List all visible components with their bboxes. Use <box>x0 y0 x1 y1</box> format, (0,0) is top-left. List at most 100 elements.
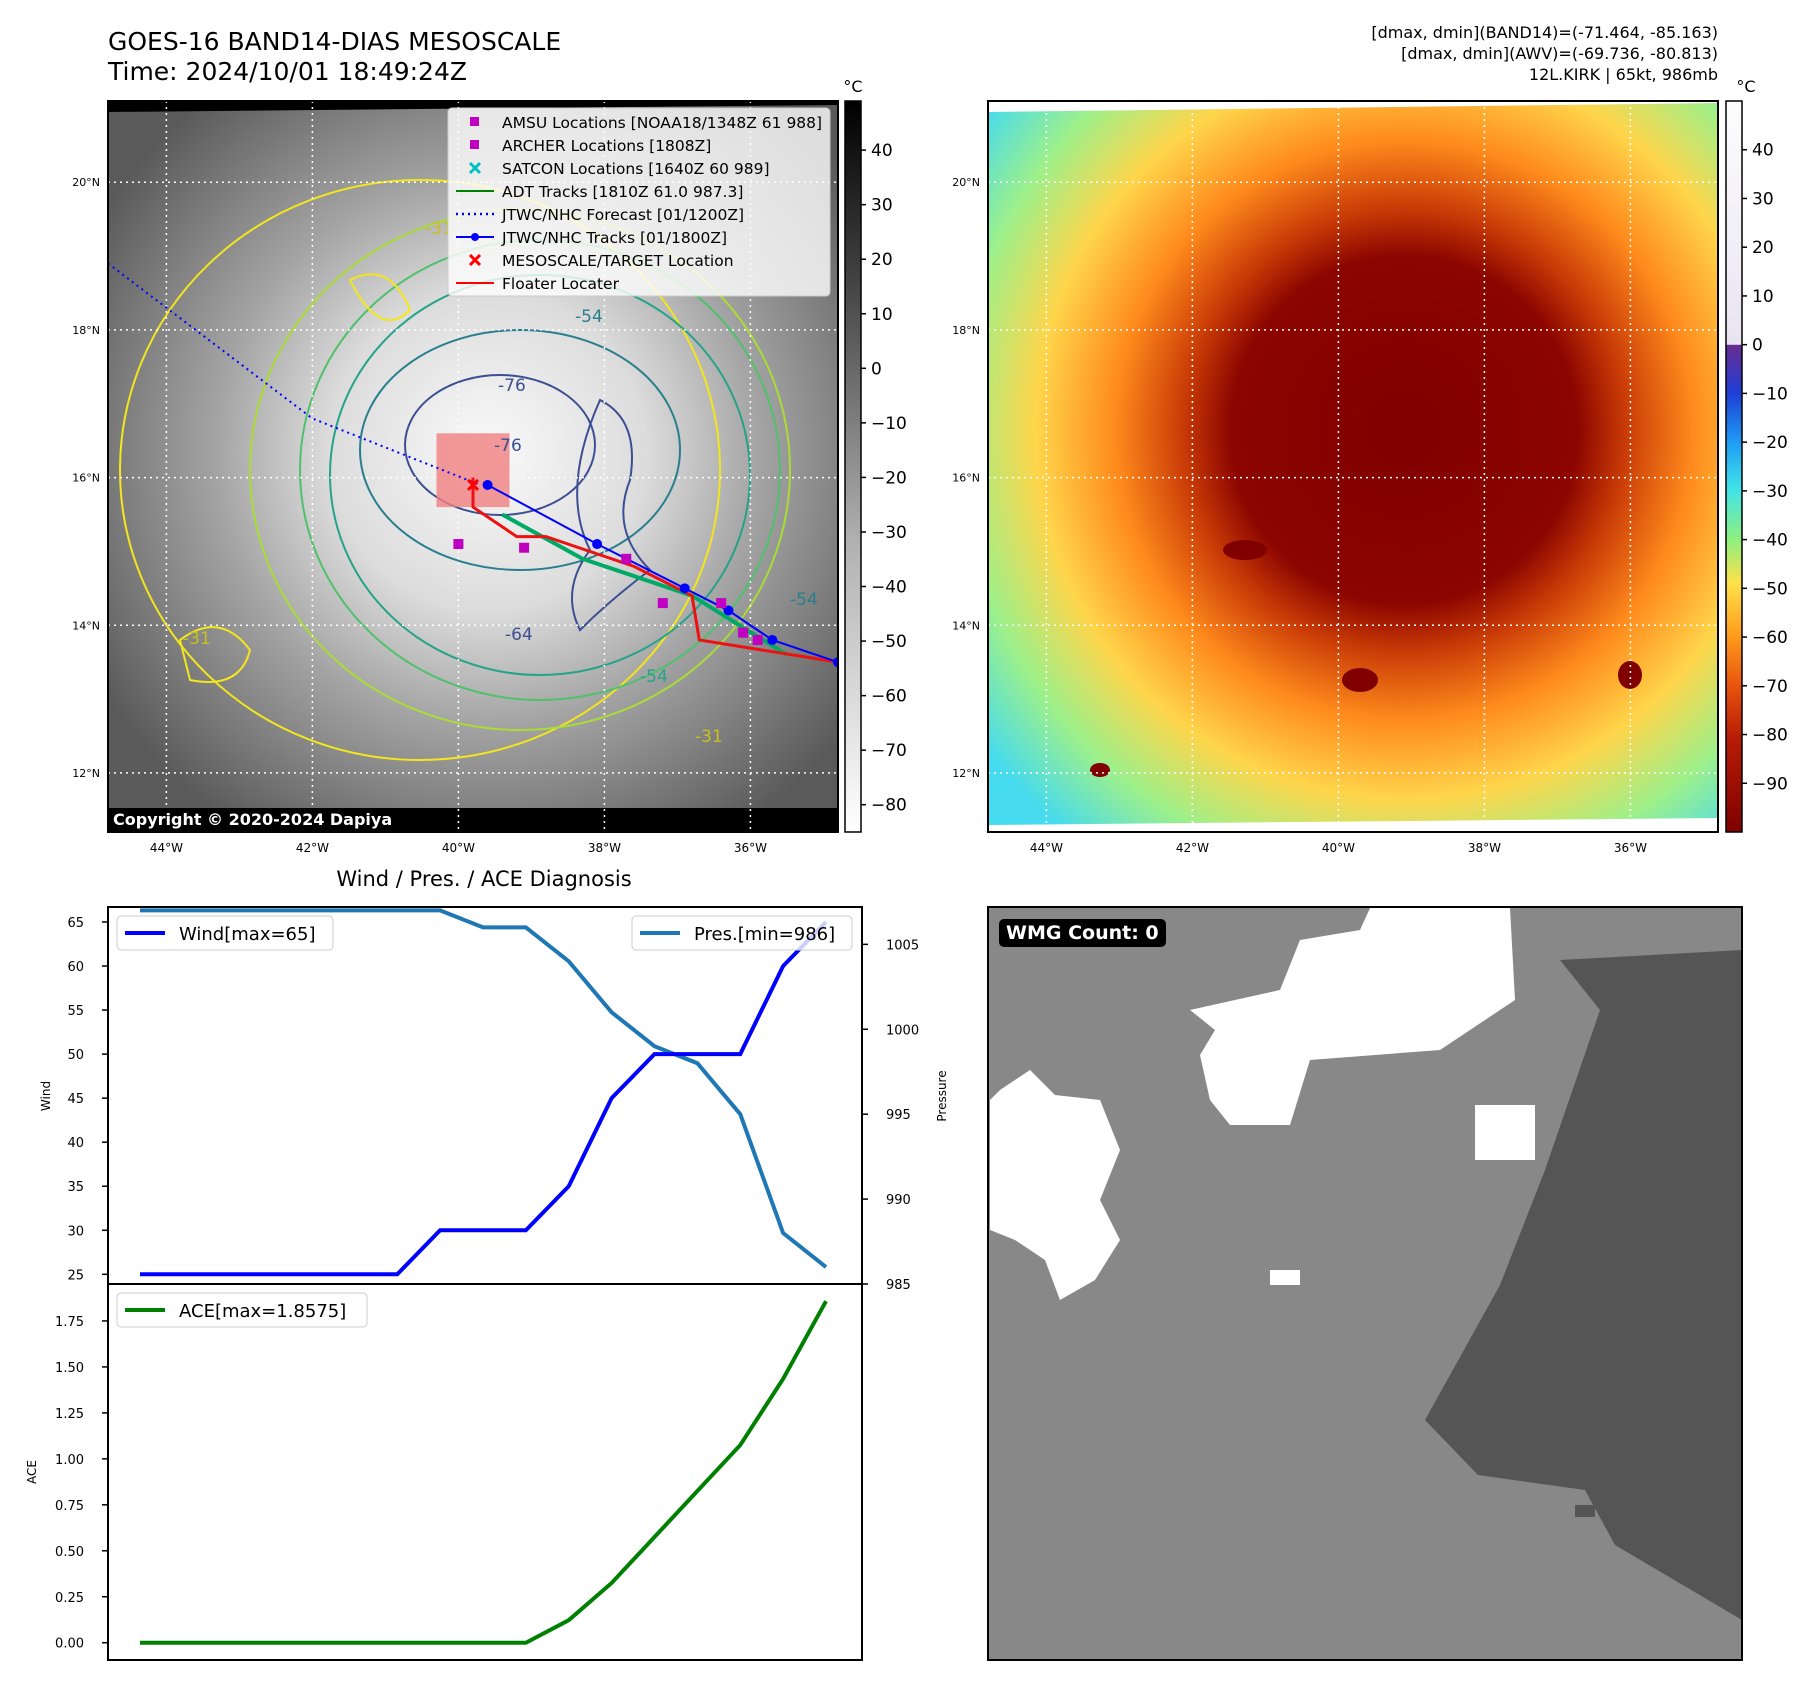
wind-tick-label: 60 <box>67 960 84 975</box>
awv-map-frame <box>987 100 1719 833</box>
colorbar-tick-label: −50 <box>871 632 907 652</box>
colorbar-tick-label: 0 <box>871 359 882 379</box>
contour-label: -31 <box>425 219 453 239</box>
awv-lon-label: 38°W <box>1468 841 1501 855</box>
amsu-location <box>453 539 464 550</box>
ir-lon-label: 40°W <box>442 841 475 855</box>
wind-tick-label: 30 <box>67 1224 84 1239</box>
ace-tick-label: 1.50 <box>55 1361 84 1376</box>
legend-label: ADT Tracks [1810Z 61.0 987.3] <box>502 183 743 201</box>
colorbar-tick-label: 10 <box>871 305 893 325</box>
colorbar-tick-label: 20 <box>1752 238 1774 258</box>
jtwc-track-point <box>767 635 778 646</box>
contour-label: -54 <box>790 590 818 610</box>
colorbar-band14 <box>844 100 862 833</box>
contour-label: -31 <box>183 629 211 649</box>
figure-title: GOES-16 BAND14-DIAS MESOSCALE <box>108 27 561 56</box>
pressure-legend-label: Pres.[min=986] <box>694 924 835 945</box>
wind-tick-label: 25 <box>67 1268 84 1283</box>
awv-lat-label: 20°N <box>952 176 980 189</box>
ace-legend: ACE[max=1.8575] <box>116 1292 368 1328</box>
ir-lat-label: 14°N <box>72 619 100 632</box>
legend-marker <box>468 161 482 175</box>
colorbar-awv <box>1725 100 1743 833</box>
legend-marker <box>471 233 479 241</box>
ace-tick-label: 0.50 <box>55 1545 84 1560</box>
colorbar-tick-label: −20 <box>871 468 907 488</box>
awv-lon-label: 40°W <box>1322 841 1355 855</box>
ir-lon-label: 44°W <box>150 841 183 855</box>
wind-tick-label: 45 <box>67 1092 84 1107</box>
stat-band14: [dmax, dmin](BAND14)=(-71.464, -85.163) <box>1371 23 1718 42</box>
contour-label: -64 <box>505 625 533 645</box>
colorbar-tick-label: −60 <box>871 687 907 707</box>
ace-tick-label: 0.25 <box>55 1591 84 1606</box>
ace-tick-label: 1.00 <box>55 1453 84 1468</box>
jtwc-track-point <box>833 657 838 668</box>
wind-tick-label: 65 <box>67 916 84 931</box>
awv-lon-label: 36°W <box>1614 841 1647 855</box>
legend-label: JTWC/NHC Forecast [01/1200Z] <box>501 206 744 224</box>
wind-tick-label: 50 <box>67 1048 84 1063</box>
ir-lat-label: 12°N <box>72 767 100 780</box>
contour-label: -54 <box>640 667 668 687</box>
legend-label: MESOSCALE/TARGET Location <box>502 252 734 270</box>
stat-storm: 12L.KIRK | 65kt, 986mb <box>1529 65 1718 84</box>
colorbar-tick-label: −80 <box>1752 726 1788 746</box>
awv-lon-label: 44°W <box>1030 841 1063 855</box>
pressure-axis-label: Pressure <box>935 1070 949 1121</box>
amsu-location <box>752 635 763 646</box>
wind-tick-label: 40 <box>67 1136 84 1151</box>
wmg-panel <box>988 907 1742 1660</box>
ir-map-frame <box>107 100 839 833</box>
legend-label: ARCHER Locations [1808Z] <box>502 137 711 155</box>
colorbar-tick-label: 0 <box>1752 336 1763 356</box>
wind-tick-label: 55 <box>67 1004 84 1019</box>
floater-track-line <box>471 477 838 664</box>
contour-label: -76 <box>494 436 522 456</box>
legend-marker <box>470 140 479 149</box>
amsu-location <box>657 598 668 609</box>
contour-label: -76 <box>498 376 526 396</box>
wind-legend: Wind[max=65] <box>116 915 334 951</box>
colorbar-tick-label: −30 <box>1752 482 1788 502</box>
pressure-tick-label: 990 <box>886 1193 911 1208</box>
pressure-tick-label: 1005 <box>886 938 919 953</box>
colorbar-tick-label: −20 <box>1752 433 1788 453</box>
ace-tick-label: 1.75 <box>55 1315 84 1330</box>
stat-awv: [dmax, dmin](AWV)=(-69.736, -80.813) <box>1401 44 1718 63</box>
wind-legend-label: Wind[max=65] <box>179 924 316 945</box>
contour-labels: -31 -54 -76 -64 -54 -31 -54 -31 -76 <box>183 219 818 747</box>
amsu-location <box>519 542 530 553</box>
wmg-frame <box>987 906 1743 1661</box>
amsu-location <box>738 627 749 638</box>
ir-lon-label: 36°W <box>734 841 767 855</box>
pressure-legend: Pres.[min=986] <box>631 915 853 951</box>
ir-lat-label: 20°N <box>72 176 100 189</box>
ir-legend: AMSU Locations [NOAA18/1348Z 61 988] ARCH… <box>447 107 831 297</box>
pressure-tick-label: 985 <box>886 1278 911 1293</box>
jtwc-forecast-line <box>108 262 481 486</box>
awv-map-panel <box>988 101 1718 832</box>
amsu-location <box>621 553 632 564</box>
ace-series-line <box>140 1300 828 1645</box>
ir-lon-label: 38°W <box>588 841 621 855</box>
ir-lat-label: 16°N <box>72 472 100 485</box>
jtwc-track-point <box>592 539 603 550</box>
legend-label: AMSU Locations [NOAA18/1348Z 61 988] <box>502 114 822 132</box>
colorbar-tick-label: −40 <box>871 578 907 598</box>
colorbar-tick-label: −60 <box>1752 628 1788 648</box>
mesoscale-target-marker <box>466 478 480 492</box>
wmg-count-label: WMG Count: 0 <box>999 919 1166 947</box>
awv-lat-label: 18°N <box>952 324 980 337</box>
jtwc-track-point <box>482 479 493 490</box>
ace-plot-area <box>107 1283 863 1661</box>
legend-label: JTWC/NHC Tracks [01/1800Z] <box>501 229 727 247</box>
colorbar-tick-label: 10 <box>1752 287 1774 307</box>
wind-tick-label: 35 <box>67 1180 84 1195</box>
colorbar-tick-label: −30 <box>871 523 907 543</box>
jtwc-track-line <box>487 484 838 664</box>
colorbar-tick-label: −10 <box>1752 384 1788 404</box>
colorbar-tick-label: 40 <box>1752 141 1774 161</box>
